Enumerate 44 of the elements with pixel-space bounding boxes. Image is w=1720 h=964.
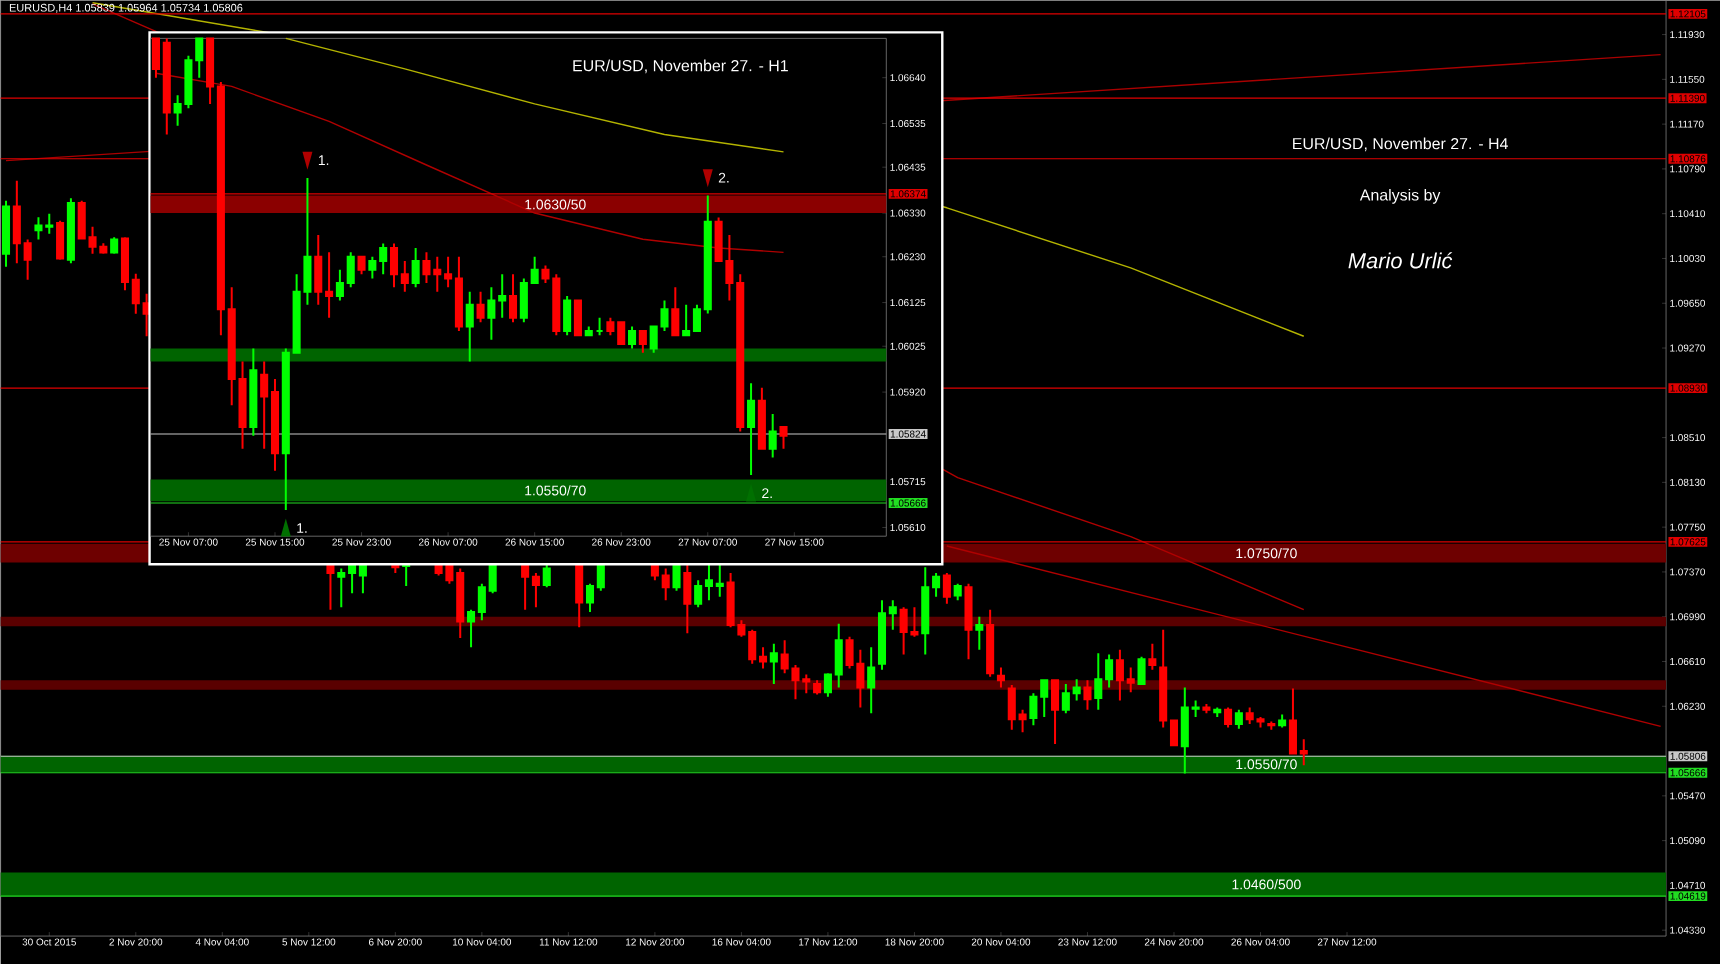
candlestick — [66, 197, 75, 265]
candlestick — [476, 290, 485, 324]
candlestick — [411, 246, 420, 289]
candlestick — [1202, 702, 1211, 715]
candlestick — [638, 329, 647, 354]
candlestick — [747, 382, 756, 477]
candlestick — [1083, 679, 1092, 711]
candlestick — [595, 316, 604, 337]
candlestick — [996, 666, 1005, 689]
candlestick — [1148, 642, 1157, 671]
candlestick — [357, 255, 366, 276]
line-series — [285, 37, 785, 153]
candlestick — [813, 679, 822, 696]
candlestick — [628, 325, 637, 350]
candlestick — [465, 290, 474, 363]
candlestick — [1051, 678, 1060, 745]
candlestick — [1, 199, 11, 268]
candlestick — [573, 299, 582, 337]
candlestick — [1234, 708, 1243, 730]
candlestick — [986, 608, 995, 678]
candlestick — [1213, 706, 1222, 718]
candlestick — [1267, 720, 1276, 731]
candlestick — [1278, 713, 1287, 729]
candlestick — [867, 646, 876, 715]
candlestick — [671, 286, 680, 337]
candlestick — [768, 412, 777, 459]
candlestick — [683, 559, 692, 635]
candlestick — [249, 347, 258, 437]
candlestick — [584, 325, 593, 337]
candlestick — [779, 426, 788, 450]
candlestick — [953, 582, 962, 602]
candlestick — [110, 236, 119, 255]
line-series — [155, 72, 785, 254]
candlestick — [508, 273, 518, 324]
candlestick — [964, 582, 973, 661]
annotation: Mario Urlić — [1348, 252, 1453, 269]
candlestick — [542, 559, 551, 589]
candlestick — [975, 615, 984, 651]
candlestick — [942, 572, 951, 605]
candlestick — [563, 294, 572, 337]
candlestick — [769, 642, 778, 685]
candlestick — [1137, 655, 1146, 687]
candlestick — [1224, 706, 1233, 729]
candlestick — [757, 386, 766, 450]
